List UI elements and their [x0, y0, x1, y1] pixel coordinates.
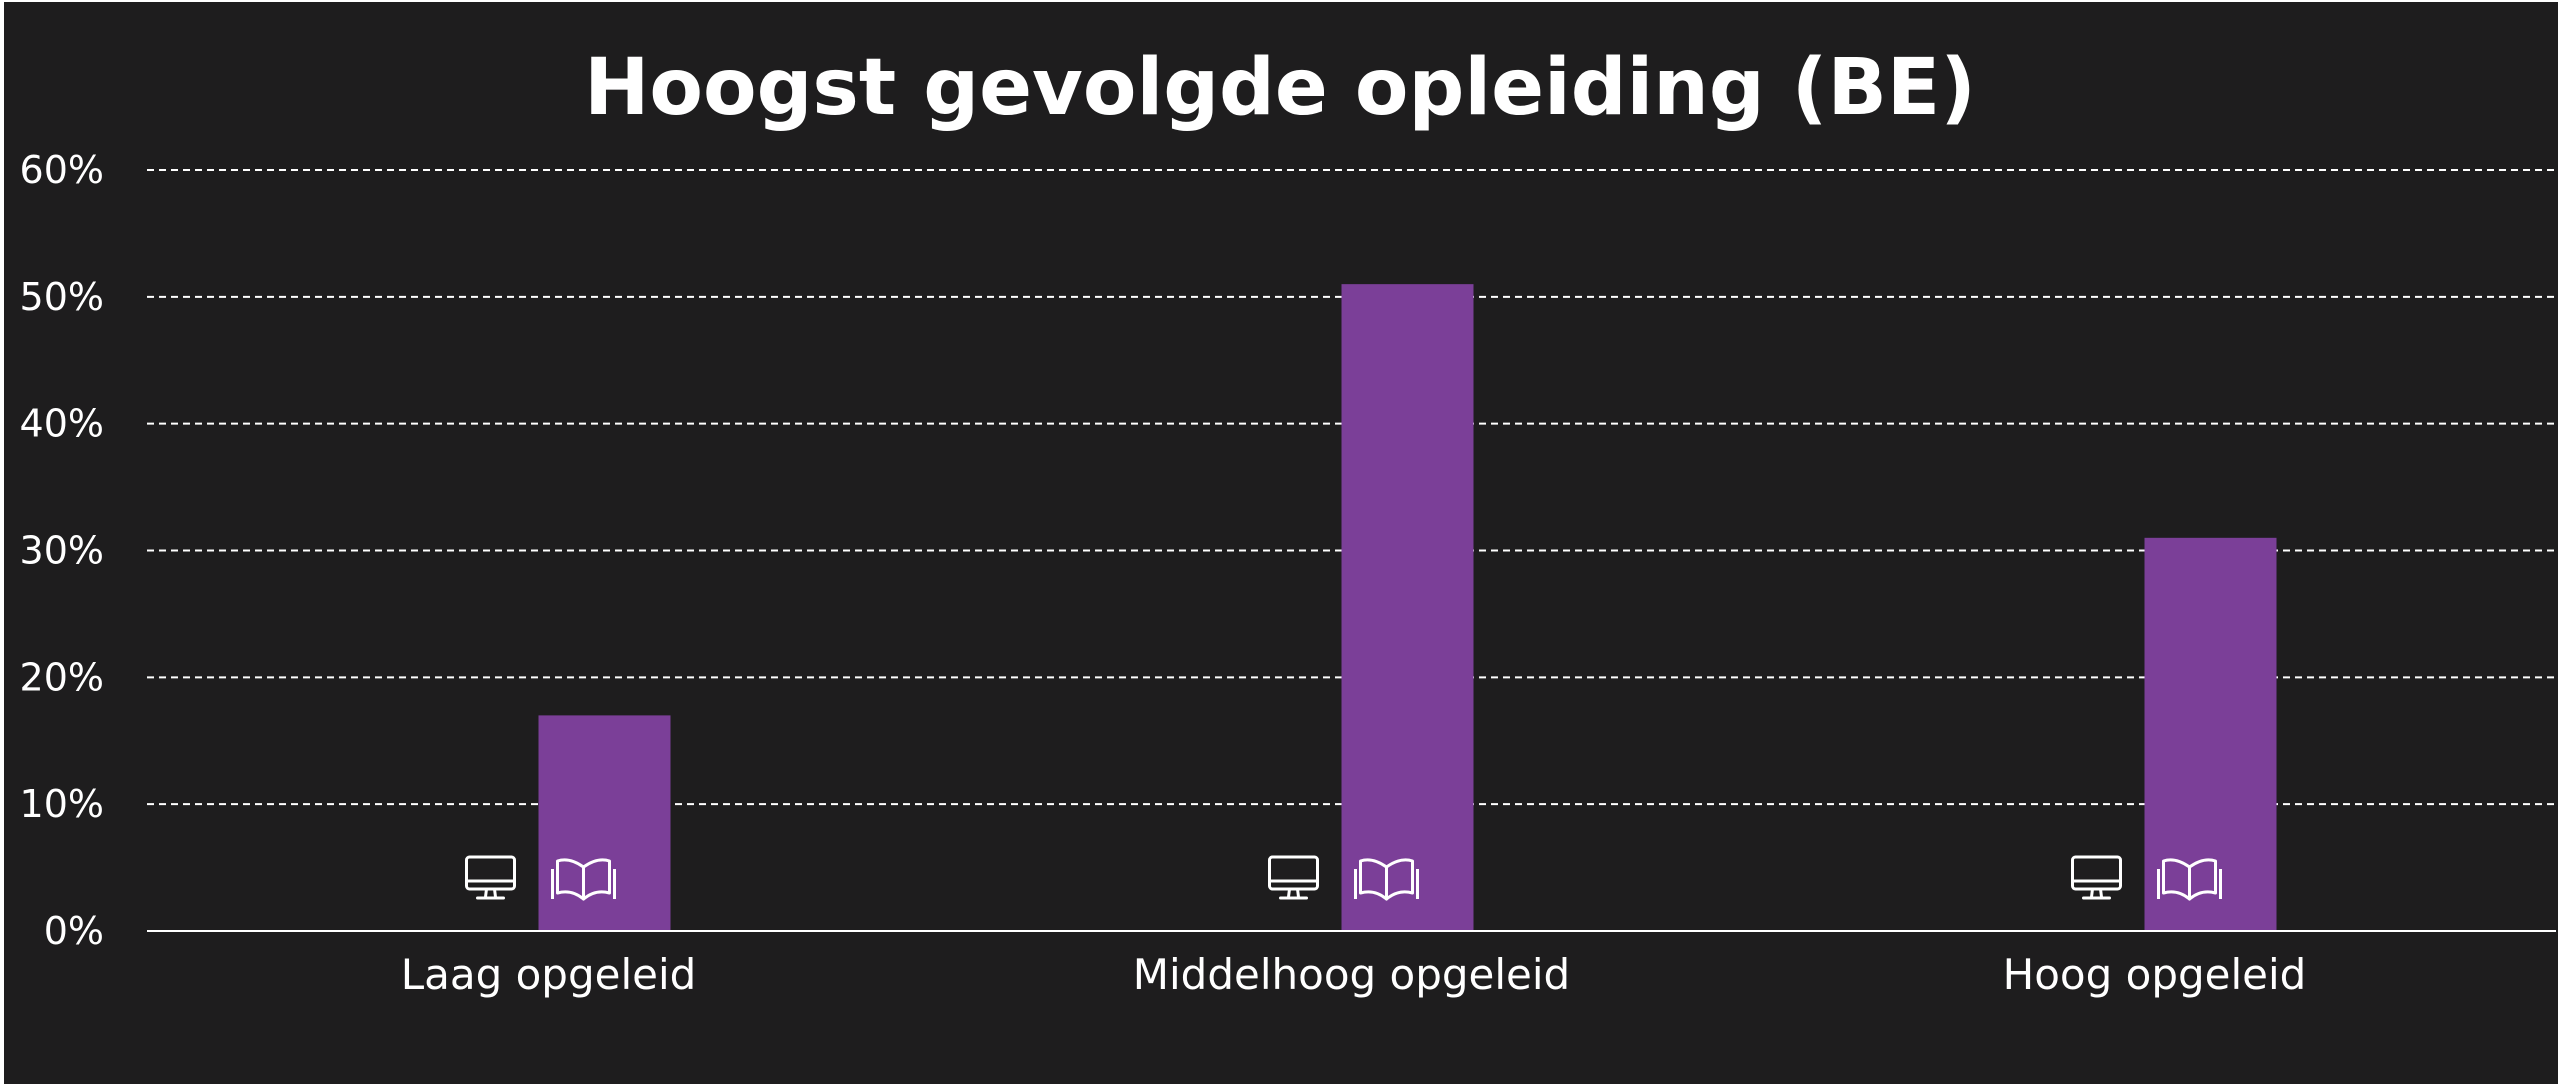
y-tick-label: 20%: [20, 655, 104, 699]
open-book-icon: [551, 858, 616, 901]
y-tick-label: 50%: [20, 275, 104, 319]
x-category-label: Middelhoog opgeleid: [1133, 950, 1570, 999]
y-tick-label: 40%: [20, 402, 104, 446]
y-tick-label: 0%: [44, 909, 104, 953]
bar-chart: Hoogst gevolgde opleiding (BE) 0% 10% 20% 3…: [20, 43, 2556, 999]
y-tick-label: 30%: [20, 529, 104, 573]
y-axis-ticks: 0% 10% 20% 30% 40% 50% 60%: [20, 148, 104, 953]
y-tick-label: 10%: [20, 782, 104, 826]
monitor-icon: [2071, 855, 2122, 900]
bar: [1341, 284, 1474, 931]
open-book-icon: [2157, 858, 2222, 901]
bars: [538, 284, 2277, 931]
x-category-label: Hoog opgeleid: [2003, 950, 2307, 999]
chart-panel: Hoogst gevolgde opleiding (BE) 0% 10% 20% 3…: [4, 2, 2558, 1084]
x-axis-categories: Laag opgeleid Middelhoog opgeleid Hoog opg…: [401, 950, 2307, 999]
bar: [538, 715, 671, 931]
bar: [2144, 537, 2277, 931]
y-tick-label: 60%: [20, 148, 104, 192]
monitor-icon: [465, 855, 516, 900]
series-icons: [465, 855, 2222, 901]
x-category-label: Laag opgeleid: [401, 950, 697, 999]
chart-title: Hoogst gevolgde opleiding (BE): [584, 43, 1976, 133]
open-book-icon: [1354, 858, 1419, 901]
monitor-icon: [1268, 855, 1319, 900]
